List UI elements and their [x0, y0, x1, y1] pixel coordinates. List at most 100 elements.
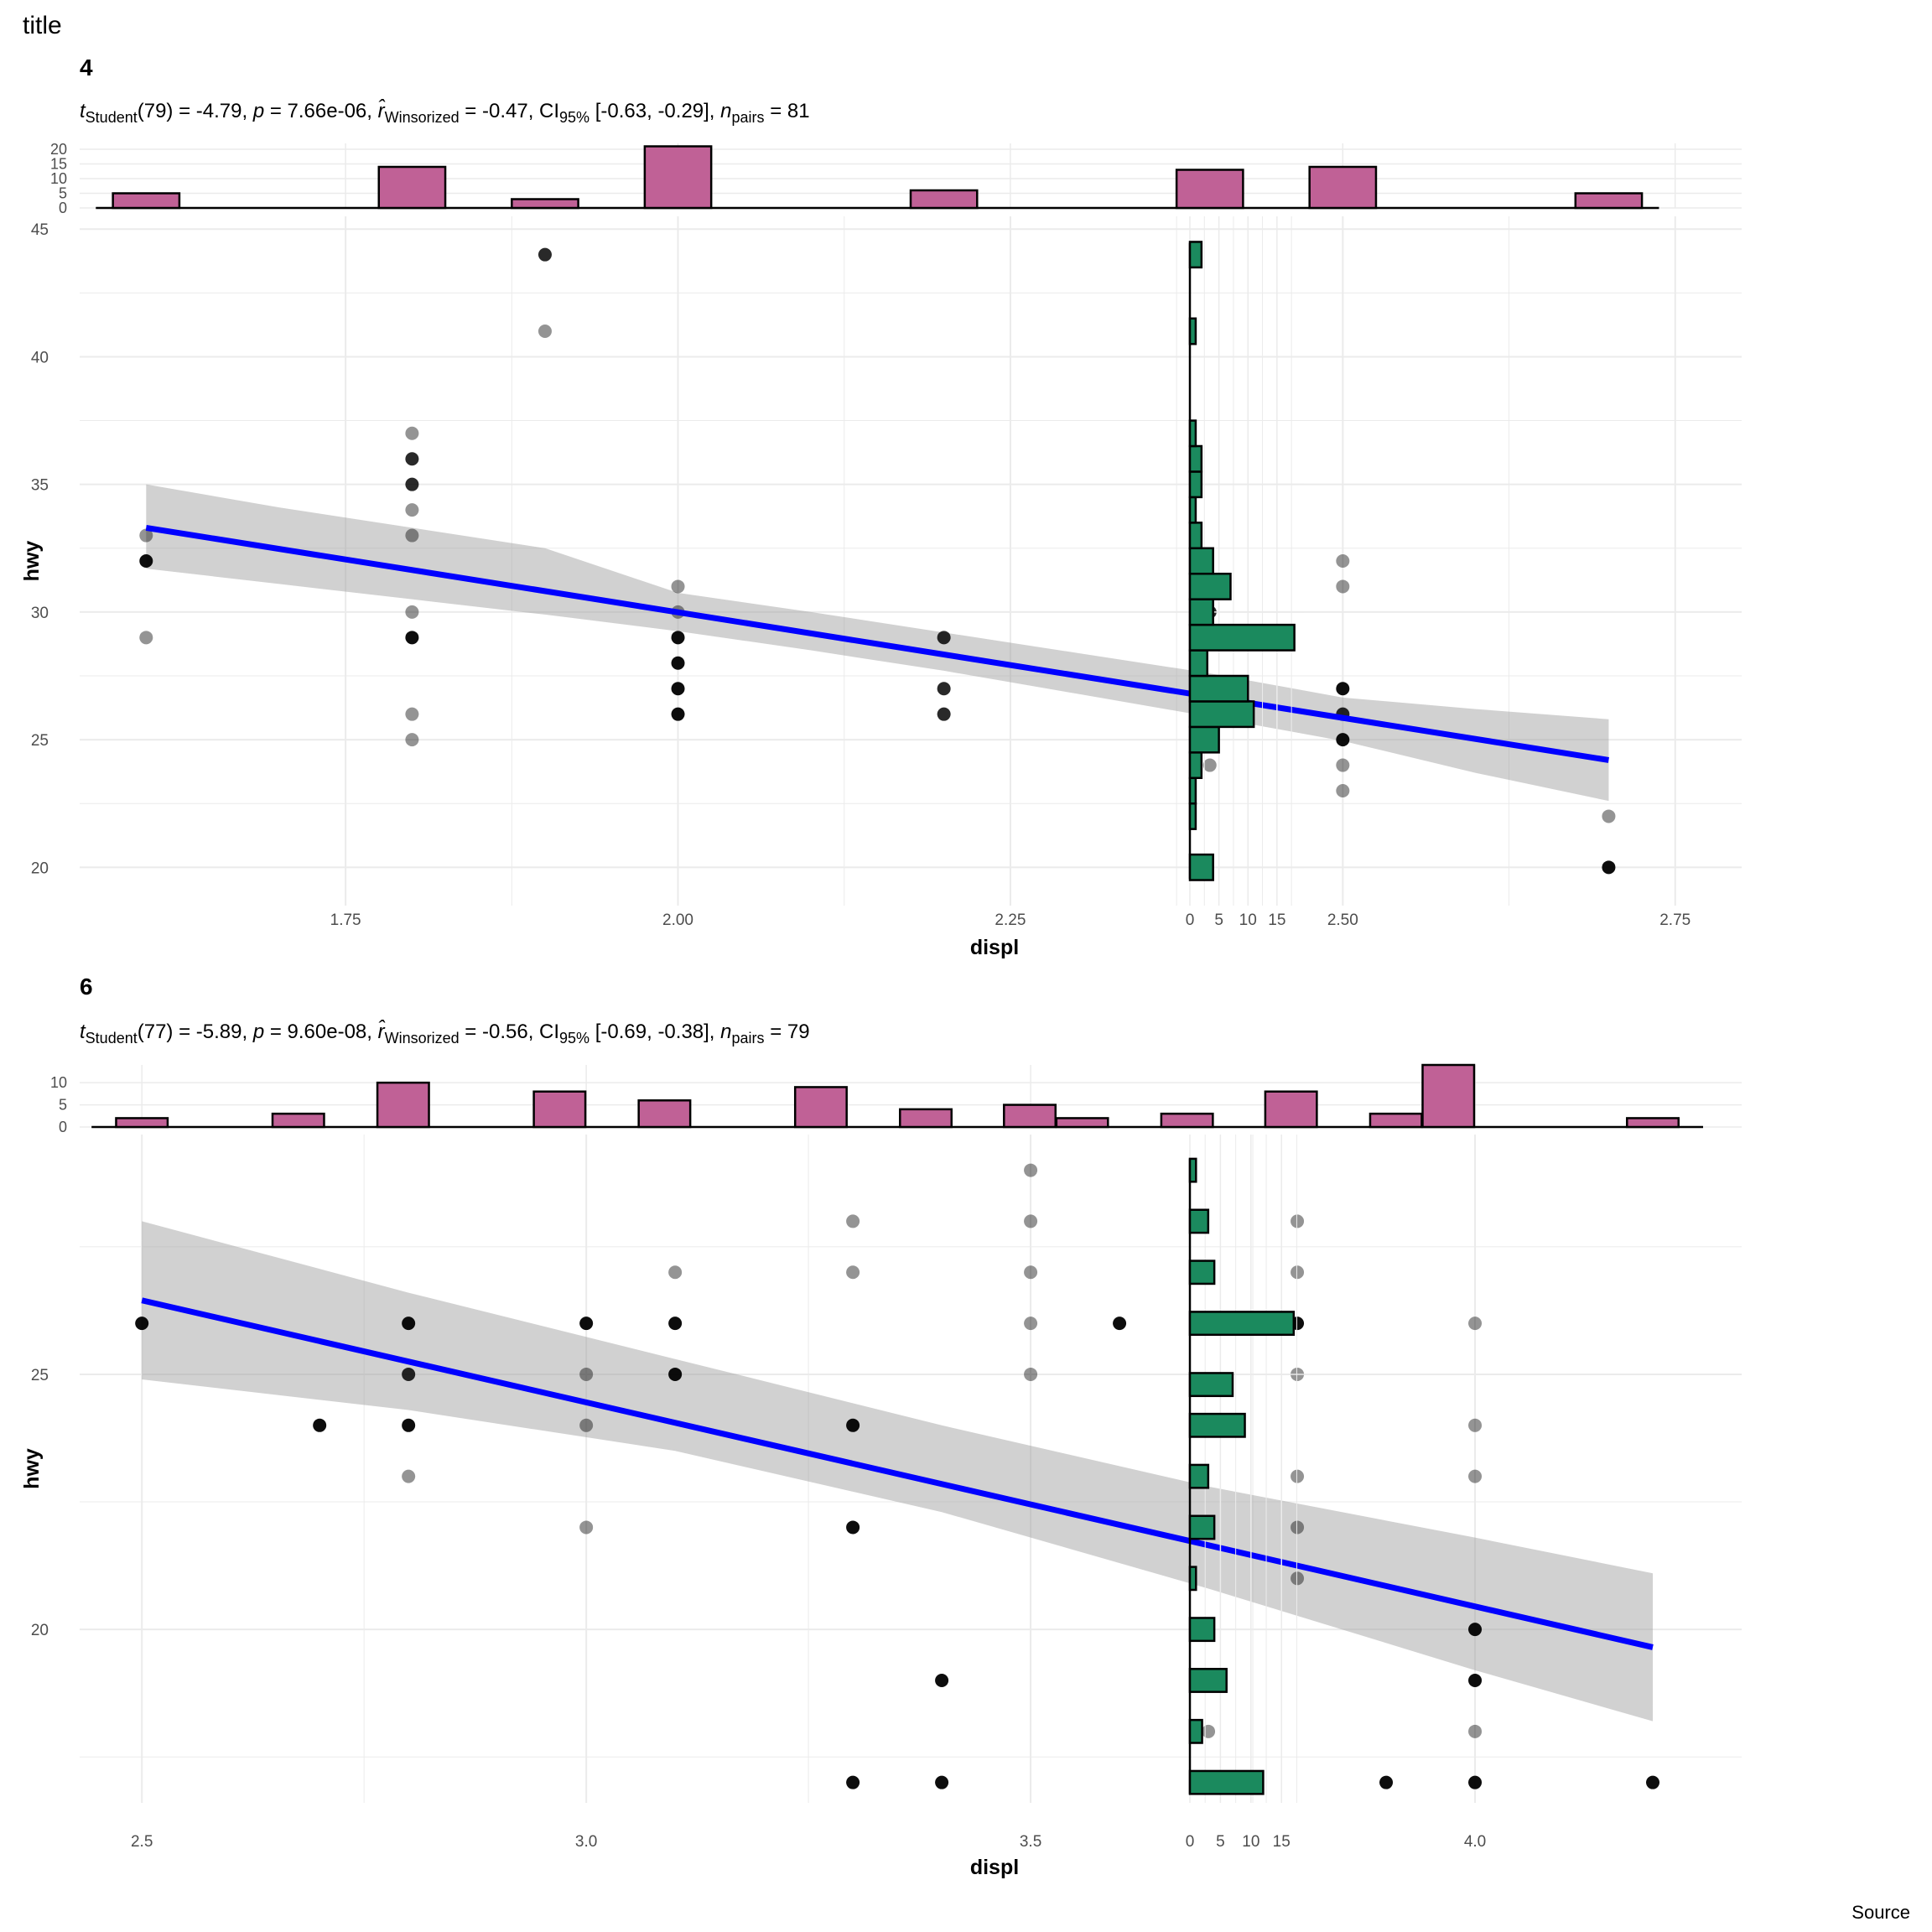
data-point: [402, 1317, 416, 1331]
yhist-bar: [1188, 623, 1296, 652]
stat-p-value: = 7.66e-06,: [264, 100, 377, 122]
data-point: [405, 528, 419, 543]
x-tick-label: 2.50: [1327, 911, 1358, 929]
yhist-bar: [1188, 751, 1203, 780]
data-point: [579, 1520, 594, 1535]
data-point: [935, 1775, 949, 1789]
stat-r-value: = -0.56, CI: [460, 1021, 559, 1043]
y-tick-label: 25: [31, 1367, 49, 1384]
stat-t-subscript: Student: [86, 1030, 138, 1046]
stat-r-value: = -0.47, CI: [460, 100, 559, 122]
xhist-bar: [637, 1099, 692, 1129]
data-point: [1468, 1469, 1483, 1483]
xhist-bar: [532, 1090, 587, 1129]
data-point: [1468, 1418, 1483, 1432]
data-point: [846, 1214, 860, 1228]
x-axis-label: displ: [970, 1856, 1019, 1879]
y-tick-label: 40: [31, 349, 49, 366]
data-point: [405, 733, 419, 747]
y-tick-label: 45: [31, 221, 49, 239]
stat-p-symbol: p: [252, 1021, 264, 1043]
yhist-bar: [1188, 700, 1255, 729]
data-point: [1024, 1317, 1038, 1331]
xhist-bar: [1055, 1117, 1109, 1129]
data-point: [1202, 758, 1217, 772]
yhist-bar: [1188, 1157, 1197, 1183]
stats-subtitle: tStudent(79) = -4.79, p = 7.66e-06, r̂Wi…: [80, 99, 810, 126]
yhist-bar: [1188, 1566, 1197, 1592]
xhist-tick-label: 10: [50, 1074, 67, 1091]
xhist-bar: [376, 1081, 430, 1129]
data-point: [1468, 1724, 1483, 1738]
data-point: [937, 631, 951, 645]
yhist-bar: [1188, 853, 1214, 881]
xhist-bar: [1264, 1090, 1318, 1129]
yhist-bar: [1188, 572, 1232, 600]
data-point: [579, 1317, 594, 1331]
data-point: [1336, 784, 1350, 797]
data-point: [1379, 1775, 1394, 1789]
stat-r-subscript: Winsorized: [385, 109, 460, 126]
stat-t-value: (79) = -4.79,: [138, 100, 253, 122]
x-tick-label: 1.75: [330, 911, 361, 929]
xhist-tick-label: 0: [59, 200, 67, 216]
stat-t-subscript: Student: [86, 109, 138, 126]
yhist-bar: [1188, 1372, 1234, 1398]
x-tick-label: 2.00: [662, 911, 693, 929]
data-point: [135, 1317, 149, 1331]
y-tick-label: 20: [31, 1622, 49, 1639]
yhist-bar: [1188, 1208, 1210, 1234]
data-point: [1024, 1265, 1038, 1280]
data-point: [671, 682, 685, 696]
yhist-tick-label: 0: [1186, 1833, 1195, 1851]
yhist-bar: [1188, 1412, 1246, 1438]
data-point: [405, 605, 419, 619]
data-point: [1336, 554, 1350, 568]
data-point: [579, 1367, 594, 1381]
data-point: [937, 707, 951, 721]
data-point: [139, 631, 153, 645]
figure-title: title: [23, 12, 62, 39]
data-point: [538, 247, 552, 262]
data-point: [846, 1418, 860, 1432]
data-point: [1336, 682, 1350, 696]
data-point: [405, 452, 419, 466]
xhist-tick-label: 10: [50, 170, 67, 187]
yhist-bar: [1188, 1668, 1228, 1693]
stat-t-symbol: t: [80, 100, 86, 122]
xhist-tick-label: 5: [59, 185, 67, 202]
stat-n-subscript: pairs: [732, 1030, 765, 1046]
data-point: [1602, 809, 1616, 823]
data-point: [579, 1418, 594, 1432]
xhist-bar: [1003, 1104, 1057, 1129]
data-point: [1336, 733, 1350, 747]
x-axis-label: displ: [970, 936, 1019, 959]
xhist-bar: [793, 1086, 848, 1129]
data-point: [405, 426, 419, 440]
data-point: [1291, 1469, 1305, 1483]
yhist-bar: [1188, 1259, 1216, 1285]
data-point: [671, 579, 685, 594]
xhist-bar: [1308, 165, 1378, 210]
xhist-bar: [377, 165, 447, 210]
yhist-tick-label: 5: [1216, 1833, 1225, 1851]
data-point: [1202, 1724, 1216, 1738]
y-axis-label: hwy: [20, 541, 44, 582]
x-tick-label: 3.5: [1020, 1833, 1041, 1851]
stat-r-subscript: Winsorized: [385, 1030, 460, 1046]
yhist-tick-label: 10: [1242, 1833, 1259, 1851]
y-tick-label: 25: [31, 732, 49, 750]
data-point: [1291, 1214, 1305, 1228]
yhist-bar: [1188, 725, 1220, 754]
stat-ci-subscript: 95%: [559, 109, 589, 126]
data-point: [1291, 1571, 1305, 1586]
yhist-bar: [1188, 496, 1197, 524]
data-point: [671, 656, 685, 670]
stat-r-symbol: r̂: [378, 1020, 386, 1043]
data-point: [402, 1418, 416, 1432]
xhist-bar: [1574, 192, 1644, 210]
panel-tag: 6: [80, 974, 93, 1000]
data-point: [937, 682, 951, 696]
stat-n-value: = 81: [765, 100, 810, 122]
